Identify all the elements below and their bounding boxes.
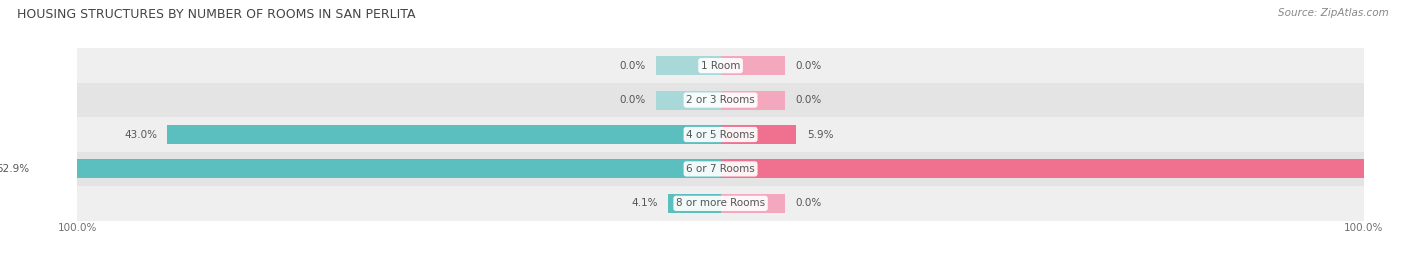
Text: 0.0%: 0.0% bbox=[796, 61, 821, 71]
Bar bbox=[721, 194, 785, 213]
Text: 0.0%: 0.0% bbox=[796, 95, 821, 105]
Bar bbox=[77, 83, 1364, 117]
Bar bbox=[77, 117, 1364, 152]
Bar bbox=[721, 125, 796, 144]
Text: Source: ZipAtlas.com: Source: ZipAtlas.com bbox=[1278, 8, 1389, 18]
Text: 1 Room: 1 Room bbox=[700, 61, 741, 71]
Bar bbox=[668, 194, 721, 213]
Text: HOUSING STRUCTURES BY NUMBER OF ROOMS IN SAN PERLITA: HOUSING STRUCTURES BY NUMBER OF ROOMS IN… bbox=[17, 8, 415, 21]
Text: 5.9%: 5.9% bbox=[807, 129, 834, 140]
Text: 43.0%: 43.0% bbox=[124, 129, 157, 140]
Text: 0.0%: 0.0% bbox=[796, 198, 821, 208]
Text: 0.0%: 0.0% bbox=[620, 61, 645, 71]
Bar bbox=[77, 152, 1364, 186]
Bar bbox=[77, 48, 1364, 83]
Text: 2 or 3 Rooms: 2 or 3 Rooms bbox=[686, 95, 755, 105]
Bar bbox=[721, 160, 1406, 178]
Text: 6 or 7 Rooms: 6 or 7 Rooms bbox=[686, 164, 755, 174]
Bar bbox=[77, 186, 1364, 221]
Text: 8 or more Rooms: 8 or more Rooms bbox=[676, 198, 765, 208]
Bar bbox=[721, 91, 785, 109]
Text: 0.0%: 0.0% bbox=[620, 95, 645, 105]
Text: 4 or 5 Rooms: 4 or 5 Rooms bbox=[686, 129, 755, 140]
Bar bbox=[39, 160, 721, 178]
Bar bbox=[721, 56, 785, 75]
Text: 52.9%: 52.9% bbox=[0, 164, 30, 174]
Text: 4.1%: 4.1% bbox=[631, 198, 658, 208]
Bar bbox=[657, 56, 721, 75]
Bar bbox=[167, 125, 721, 144]
Bar bbox=[657, 91, 721, 109]
